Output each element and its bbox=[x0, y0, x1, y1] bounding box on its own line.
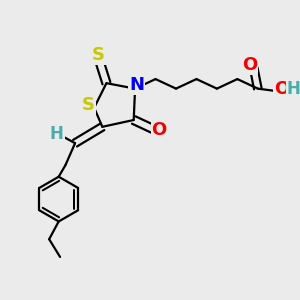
Text: S: S bbox=[92, 46, 105, 64]
Text: O: O bbox=[242, 56, 257, 74]
Text: O: O bbox=[152, 121, 167, 139]
Text: N: N bbox=[129, 76, 144, 94]
Text: H: H bbox=[50, 124, 64, 142]
Text: O: O bbox=[274, 80, 289, 98]
Text: H: H bbox=[287, 80, 300, 98]
Text: S: S bbox=[82, 96, 95, 114]
